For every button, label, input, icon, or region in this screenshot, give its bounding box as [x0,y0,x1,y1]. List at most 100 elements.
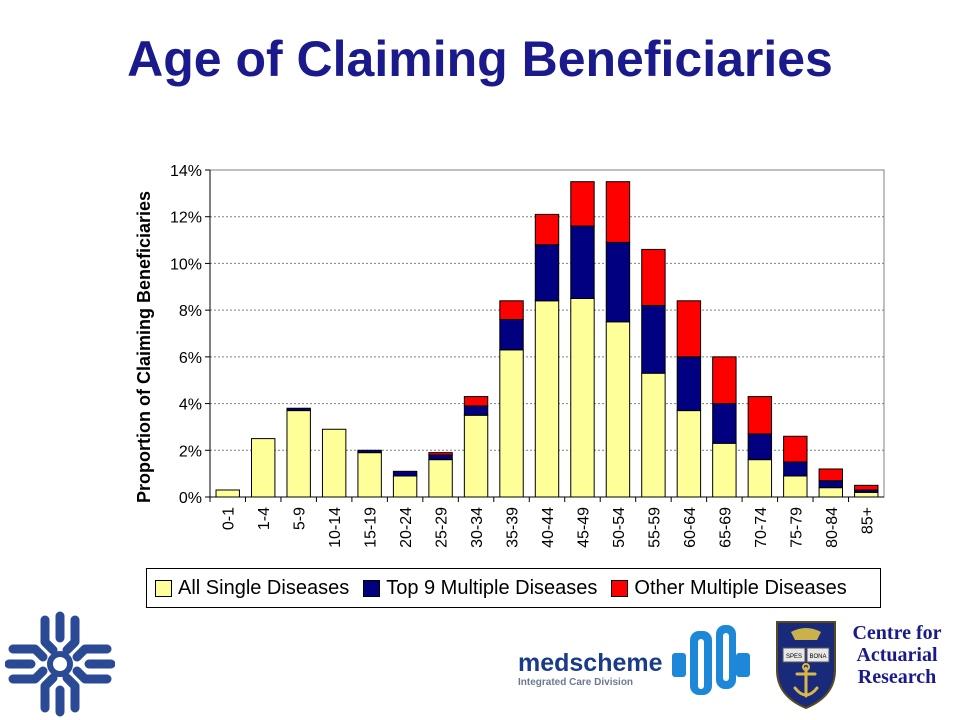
bars [215,181,879,498]
bar-segment [712,442,737,498]
bar-segment [534,244,560,302]
medscheme-division: Integrated Care Division [518,677,634,688]
x-tick-label: 70-74 [753,507,770,548]
x-tick-label: 85+ [859,507,876,534]
y-tick-label: 2% [179,443,202,460]
bar-segment [499,349,524,498]
bar-segment [534,300,560,498]
x-tick-label: 80-84 [824,507,841,548]
x-tick-label: 55-59 [646,507,663,548]
bar-segment [747,396,773,435]
y-tick-label: 12% [170,210,202,227]
bar-segment [428,452,453,456]
bar-segment [499,318,524,351]
bar-segment [321,428,347,498]
legend-item-single: All Single Diseases [155,577,349,600]
bar-segment [712,403,737,444]
bar-segment [570,225,595,299]
bar-segment [747,459,773,498]
y-tick-label: 0% [179,490,202,507]
y-axis-label: Proportion of Claiming Beneficiaries [134,191,154,503]
y-tick-label: 4% [179,397,202,414]
y-axis-ticks: 0% 2% 4% 6% 8% 10% 12% 14% [170,163,210,507]
medscheme-name: medscheme [518,649,663,677]
x-tick-label: 40-44 [540,507,557,548]
bar-segment [570,181,595,227]
bar-segment [712,356,737,405]
legend-label-single: All Single Diseases [178,576,350,599]
bar-segment [641,248,666,306]
legend-swatch-single [155,579,172,597]
bar-segment [357,452,382,498]
bar-segment [641,304,666,374]
bar-segment [818,487,843,498]
bar-segment [357,449,382,454]
car-line-2: Actuarial [856,644,938,666]
y-tick-label: 10% [170,256,202,273]
x-tick-label: 15-19 [363,507,380,548]
bar-segment [783,461,808,477]
bar-segment [286,410,311,498]
car-line-1: Centre for [852,622,942,644]
bar-segment [605,181,631,243]
legend-label-other: Other Multiple Diseases [634,576,847,599]
bar-segment [605,241,631,323]
bar-segment [676,356,702,412]
x-tick-label: 10-14 [327,507,344,548]
bar-segment [428,454,453,461]
bar-segment [641,372,666,498]
bar-segment [818,480,843,489]
bar-segment [854,491,879,498]
bar-segment [570,297,595,498]
bar-segment [428,459,453,498]
bar-segment [747,433,773,461]
bar-segment [534,213,560,246]
bar-segment [463,396,489,407]
bar-segment [499,300,524,320]
page-title: Age of Claiming Beneficiaries [127,31,833,87]
x-tick-label: 45-49 [575,507,592,548]
x-tick-label: 60-64 [682,507,699,548]
x-tick-label: 50-54 [611,507,628,548]
medscheme-logo: medscheme Integrated Care Division [518,650,663,690]
legend-label-top9: Top 9 Multiple Diseases [386,576,598,599]
medscheme-mark-icon [672,625,750,695]
x-tick-label: 35-39 [505,507,522,548]
x-axis-ticks: 0-1 1-4 5-9 10-14 15-19 20-24 25-29 30-34 35-39 4… [209,497,876,548]
cross-logo-icon [5,611,115,717]
bar-segment [676,410,702,498]
x-tick-label: 75-79 [788,507,805,548]
car-line-3: Research [857,666,937,688]
bar-segment [854,484,879,491]
x-tick-label: 25-29 [434,507,451,548]
bar-segment [463,414,489,498]
legend-swatch-other [611,579,629,597]
x-tick-label: 65-69 [717,507,734,548]
x-tick-label: 1-4 [256,507,273,530]
legend-item-top9: Top 9 Multiple Diseases [363,577,597,600]
bar-segment [392,470,418,477]
y-tick-label: 8% [179,303,202,320]
y-tick-label: 6% [179,350,202,367]
bar-segment [818,468,843,482]
y-tick-label: 14% [170,163,202,180]
bar-segment [463,405,489,416]
x-tick-label: 30-34 [469,507,486,548]
legend-swatch-top9 [363,579,381,597]
bar-segment [605,321,631,498]
chart-legend: All Single Diseases Top 9 Multiple Disea… [146,568,881,608]
bar-segment [215,489,240,498]
bar-segment [783,435,808,463]
crest-motto-right: BONA [809,654,826,660]
bar-segment [251,438,276,498]
x-tick-label: 0-1 [221,507,238,530]
bar-segment [676,300,702,358]
bar-segment [392,475,418,498]
x-tick-label: 5-9 [292,507,309,530]
x-tick-label: 20-24 [398,507,415,548]
car-logo: Centre for Actuarial Research [842,622,952,688]
crest-motto-left: SPES [786,654,802,660]
university-crest-icon: SPES BONA [776,621,836,710]
legend-item-other: Other Multiple Diseases [611,576,847,600]
